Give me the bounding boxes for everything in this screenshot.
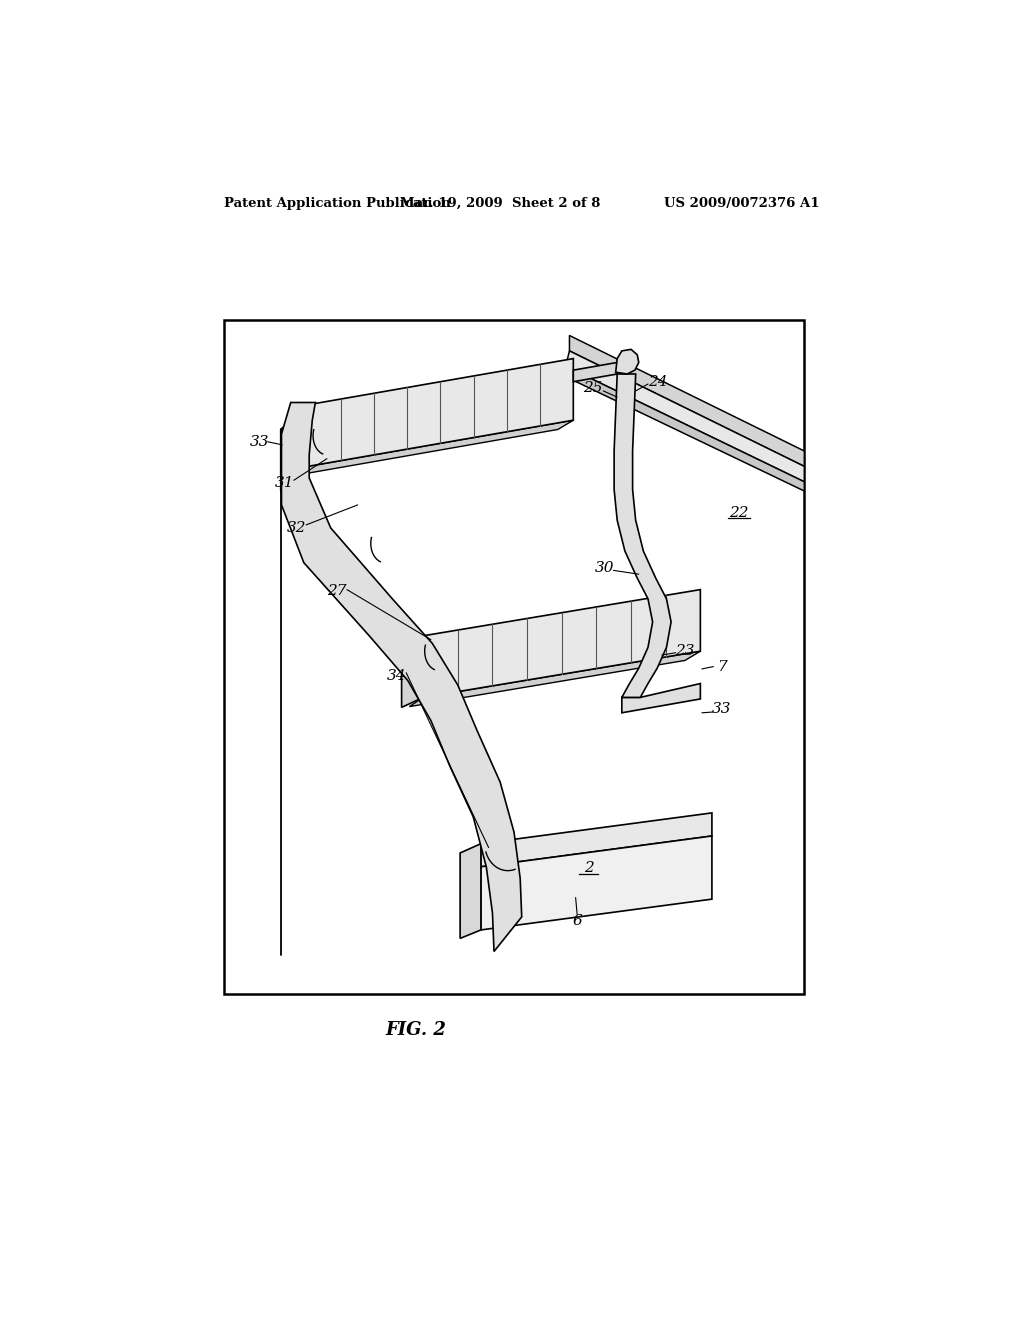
Polygon shape	[481, 836, 712, 929]
Text: 30: 30	[594, 561, 613, 576]
Polygon shape	[282, 403, 521, 952]
Text: 7: 7	[717, 660, 727, 673]
Polygon shape	[294, 420, 573, 475]
Text: 25: 25	[583, 381, 602, 395]
Polygon shape	[410, 651, 700, 706]
Text: FIG. 2: FIG. 2	[385, 1022, 445, 1039]
Polygon shape	[622, 684, 700, 713]
Text: US 2009/0072376 A1: US 2009/0072376 A1	[665, 197, 819, 210]
Text: Mar. 19, 2009  Sheet 2 of 8: Mar. 19, 2009 Sheet 2 of 8	[400, 197, 600, 210]
Polygon shape	[569, 335, 804, 466]
Text: 6: 6	[572, 913, 582, 928]
Polygon shape	[481, 813, 712, 867]
Polygon shape	[423, 590, 700, 697]
Text: 24: 24	[648, 375, 668, 388]
Polygon shape	[615, 350, 639, 374]
Text: 27: 27	[328, 585, 347, 598]
Text: 33: 33	[250, 434, 269, 449]
Text: 32: 32	[287, 521, 306, 535]
Bar	[223, 321, 804, 994]
Polygon shape	[573, 363, 617, 381]
Text: 2: 2	[584, 862, 594, 875]
Text: 31: 31	[274, 477, 294, 490]
Text: 33: 33	[712, 702, 732, 715]
Text: 23: 23	[675, 644, 694, 659]
Polygon shape	[307, 359, 573, 466]
Polygon shape	[401, 636, 423, 708]
Polygon shape	[563, 367, 804, 491]
Polygon shape	[281, 405, 307, 491]
Text: Patent Application Publication: Patent Application Publication	[223, 197, 451, 210]
Polygon shape	[565, 351, 804, 482]
Polygon shape	[460, 843, 481, 939]
Text: 34: 34	[386, 669, 406, 682]
Text: 22: 22	[729, 506, 749, 520]
Polygon shape	[614, 374, 671, 697]
